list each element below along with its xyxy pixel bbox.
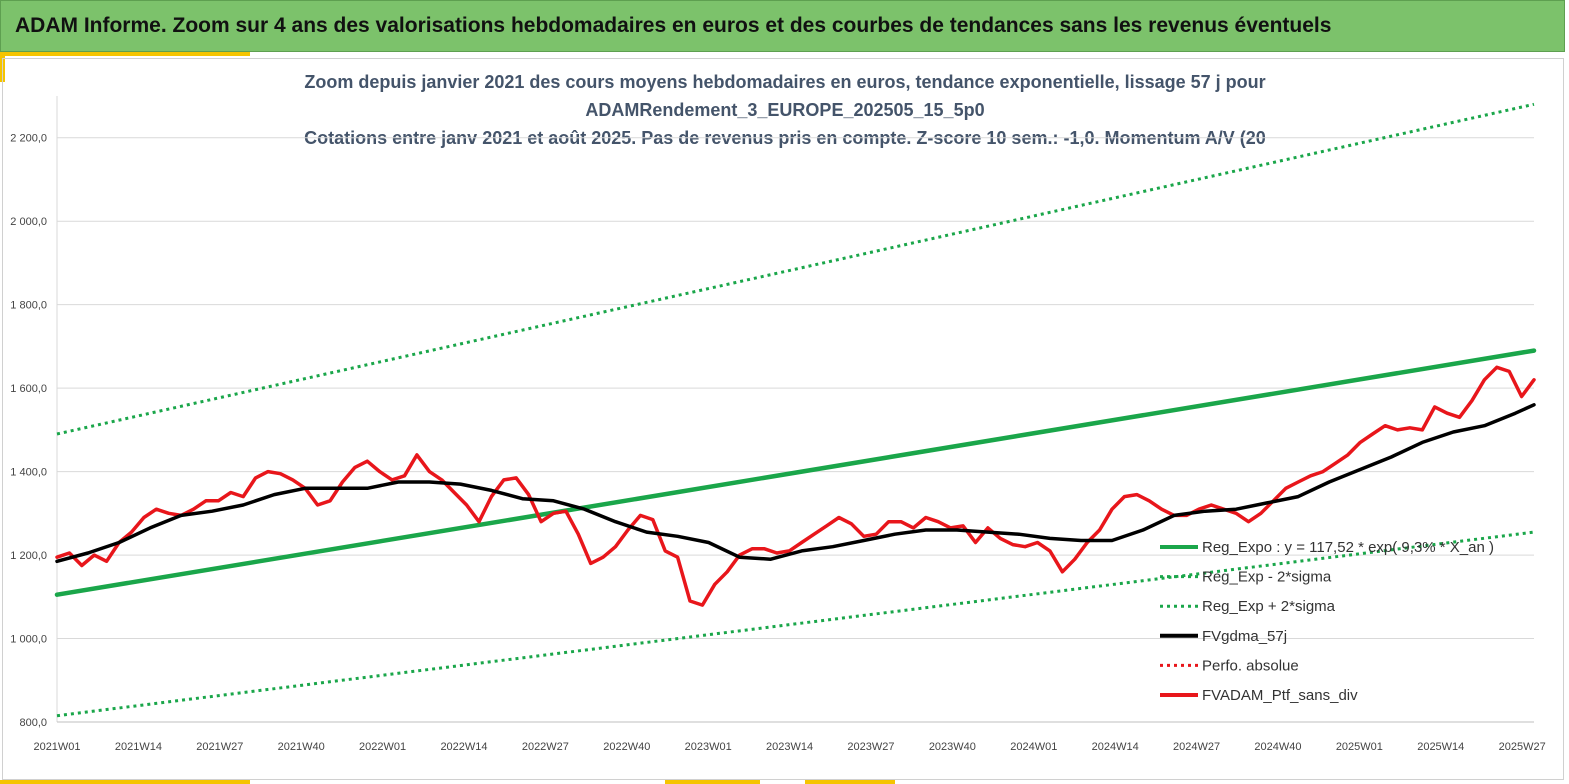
- legend-label: Perfo. absolue: [1202, 657, 1299, 674]
- accent-bar-top: [0, 52, 250, 56]
- x-tick-label: 2024W01: [1010, 741, 1057, 753]
- chart-title-line-1: Zoom depuis janvier 2021 des cours moyen…: [304, 72, 1266, 92]
- legend-label: Reg_Expo : y = 117,52 * exp( 9,3% * X_an…: [1202, 539, 1494, 556]
- x-tick-label: 2021W40: [278, 741, 325, 753]
- x-tick-label: 2021W01: [33, 741, 80, 753]
- accent-bar-bottom: [0, 780, 250, 784]
- accent-bar-bottom: [805, 780, 895, 784]
- series-line-1: [54, 348, 1537, 597]
- x-tick-label: 2025W27: [1499, 741, 1546, 753]
- x-tick-label: 2021W14: [115, 741, 162, 753]
- y-tick-label: 1 600,0: [10, 383, 47, 395]
- chart-title-line-2: ADAMRendement_3_EUROPE_202505_15_5p0: [585, 100, 985, 120]
- x-tick-label: 2024W14: [1092, 741, 1139, 753]
- x-tick-label: 2022W01: [359, 741, 406, 753]
- y-tick-label: 1 800,0: [10, 300, 47, 312]
- x-axis-ticks: 2021W01 2021W14 2021W27 2021W40 2022W01 2022W…: [33, 741, 1545, 753]
- x-tick-label: 2025W14: [1417, 741, 1464, 753]
- legend: Reg_Expo : y = 117,52 * exp( 9,3% * X_an…: [1160, 539, 1494, 704]
- x-tick-label: 2025W01: [1336, 741, 1383, 753]
- x-tick-label: 2024W27: [1173, 741, 1220, 753]
- series-line-2: [56, 530, 1535, 718]
- series-line-3: [56, 102, 1535, 436]
- x-tick-label: 2024W40: [1254, 741, 1301, 753]
- y-tick-label: 2 200,0: [10, 133, 47, 145]
- y-tick-label: 800,0: [19, 717, 47, 729]
- y-tick-label: 2 000,0: [10, 216, 47, 228]
- x-tick-label: 2021W27: [196, 741, 243, 753]
- series-line-6: [55, 365, 1536, 607]
- x-tick-label: 2022W14: [440, 741, 487, 753]
- x-tick-label: 2023W01: [685, 741, 732, 753]
- accent-bar-bottom: [665, 780, 760, 784]
- series-lines: [54, 102, 1537, 718]
- x-tick-label: 2023W27: [847, 741, 894, 753]
- gridlines: [56, 96, 1534, 723]
- x-tick-label: 2023W40: [929, 741, 976, 753]
- x-tick-label: 2022W27: [522, 741, 569, 753]
- series-line-4: [55, 403, 1536, 564]
- y-axis-ticks: 800,0 1 000,0 1 200,0 1 400,0 1 600,0 1 800,0…: [10, 133, 47, 729]
- y-tick-label: 1 000,0: [10, 634, 47, 646]
- report-banner: ADAM Informe. Zoom sur 4 ans des valoris…: [0, 0, 1565, 52]
- legend-label: FVgdma_57j: [1202, 628, 1287, 645]
- y-tick-label: 1 400,0: [10, 467, 47, 479]
- legend-label: FVADAM_Ptf_sans_div: [1202, 687, 1358, 704]
- legend-label: Reg_Exp + 2*sigma: [1202, 598, 1336, 615]
- chart-frame: [2, 58, 1564, 780]
- x-tick-label: 2022W40: [603, 741, 650, 753]
- legend-label: Reg_Exp - 2*sigma: [1202, 569, 1332, 586]
- x-tick-label: 2023W14: [766, 741, 813, 753]
- y-tick-label: 1 200,0: [10, 550, 47, 562]
- report-banner-title: ADAM Informe. Zoom sur 4 ans des valoris…: [15, 14, 1332, 37]
